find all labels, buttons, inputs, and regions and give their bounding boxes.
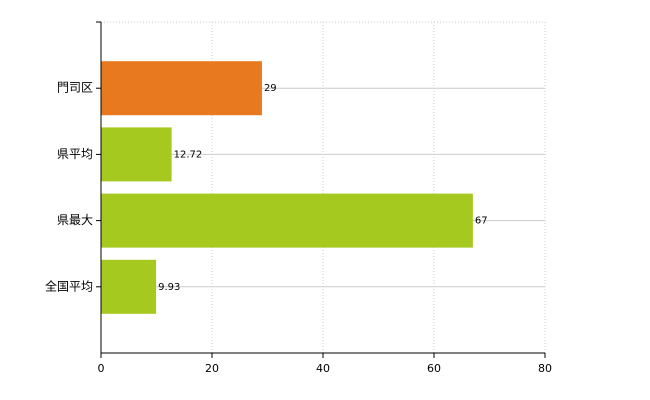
value-label: 12.72: [174, 149, 203, 160]
value-label: 29: [264, 83, 277, 94]
value-label: 9.93: [158, 282, 180, 293]
x-tick-label: 40: [316, 362, 330, 375]
y-tick-label: 門司区: [57, 81, 93, 95]
x-tick-label: 80: [538, 362, 552, 375]
y-tick-label: 県最大: [57, 213, 93, 227]
x-tick-label: 60: [427, 362, 441, 375]
value-label: 67: [475, 216, 488, 227]
bar: [101, 127, 172, 182]
bar: [101, 61, 262, 116]
x-tick-label: 20: [205, 362, 219, 375]
y-tick-label: 全国平均: [45, 278, 93, 293]
y-tick-label: 県平均: [57, 147, 93, 161]
bar: [101, 259, 157, 314]
x-tick-label: 0: [98, 362, 105, 375]
bar: [101, 193, 473, 248]
